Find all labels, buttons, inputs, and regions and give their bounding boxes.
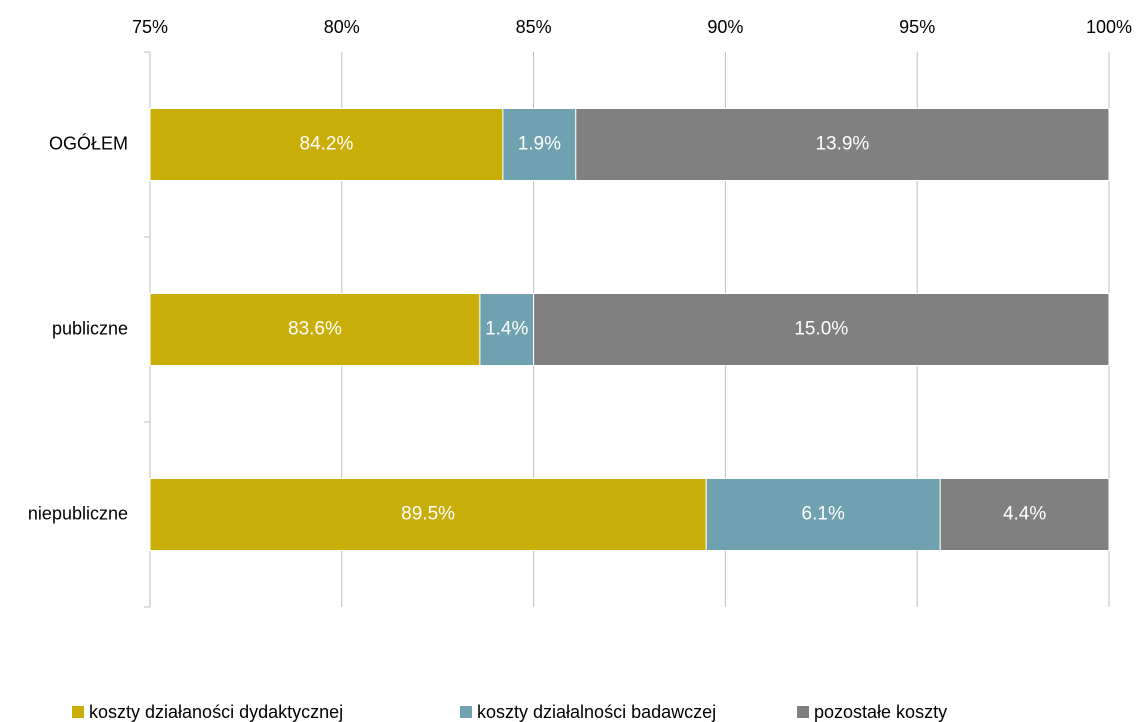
legend-label: koszty działaności dydaktycznej — [89, 702, 343, 722]
value-label: 1.9% — [518, 134, 561, 155]
value-label: 13.9% — [815, 134, 869, 155]
value-label: 89.5% — [401, 504, 455, 525]
legend-label: koszty działalności badawczej — [477, 702, 716, 722]
value-label: 83.6% — [288, 319, 342, 340]
value-label: 6.1% — [802, 504, 845, 525]
bar-segment — [533, 293, 1110, 366]
x-tick-label: 85% — [516, 17, 552, 37]
bar-segment — [149, 293, 481, 366]
legend-swatch — [72, 706, 84, 718]
x-tick-label: 95% — [899, 17, 935, 37]
bar-segment — [149, 478, 707, 551]
x-tick-label: 90% — [707, 17, 743, 37]
value-label: 4.4% — [1003, 504, 1046, 525]
x-tick-label: 100% — [1086, 17, 1132, 37]
bar-segment — [939, 478, 1110, 551]
bar-segment — [149, 108, 504, 181]
bar-segment — [502, 108, 577, 181]
legend-swatch — [797, 706, 809, 718]
value-label: 1.4% — [485, 319, 528, 340]
category-label: OGÓŁEM — [49, 132, 128, 153]
category-label: niepubliczne — [28, 503, 128, 523]
x-tick-label: 75% — [132, 17, 168, 37]
x-tick-label: 80% — [324, 17, 360, 37]
bar-segment — [479, 293, 535, 366]
bar-segment — [575, 108, 1110, 181]
value-label: 15.0% — [794, 319, 848, 340]
legend-label: pozostałe koszty — [814, 702, 947, 722]
value-label: 84.2% — [300, 134, 354, 155]
legend-swatch — [460, 706, 472, 718]
category-label: publiczne — [52, 318, 128, 338]
